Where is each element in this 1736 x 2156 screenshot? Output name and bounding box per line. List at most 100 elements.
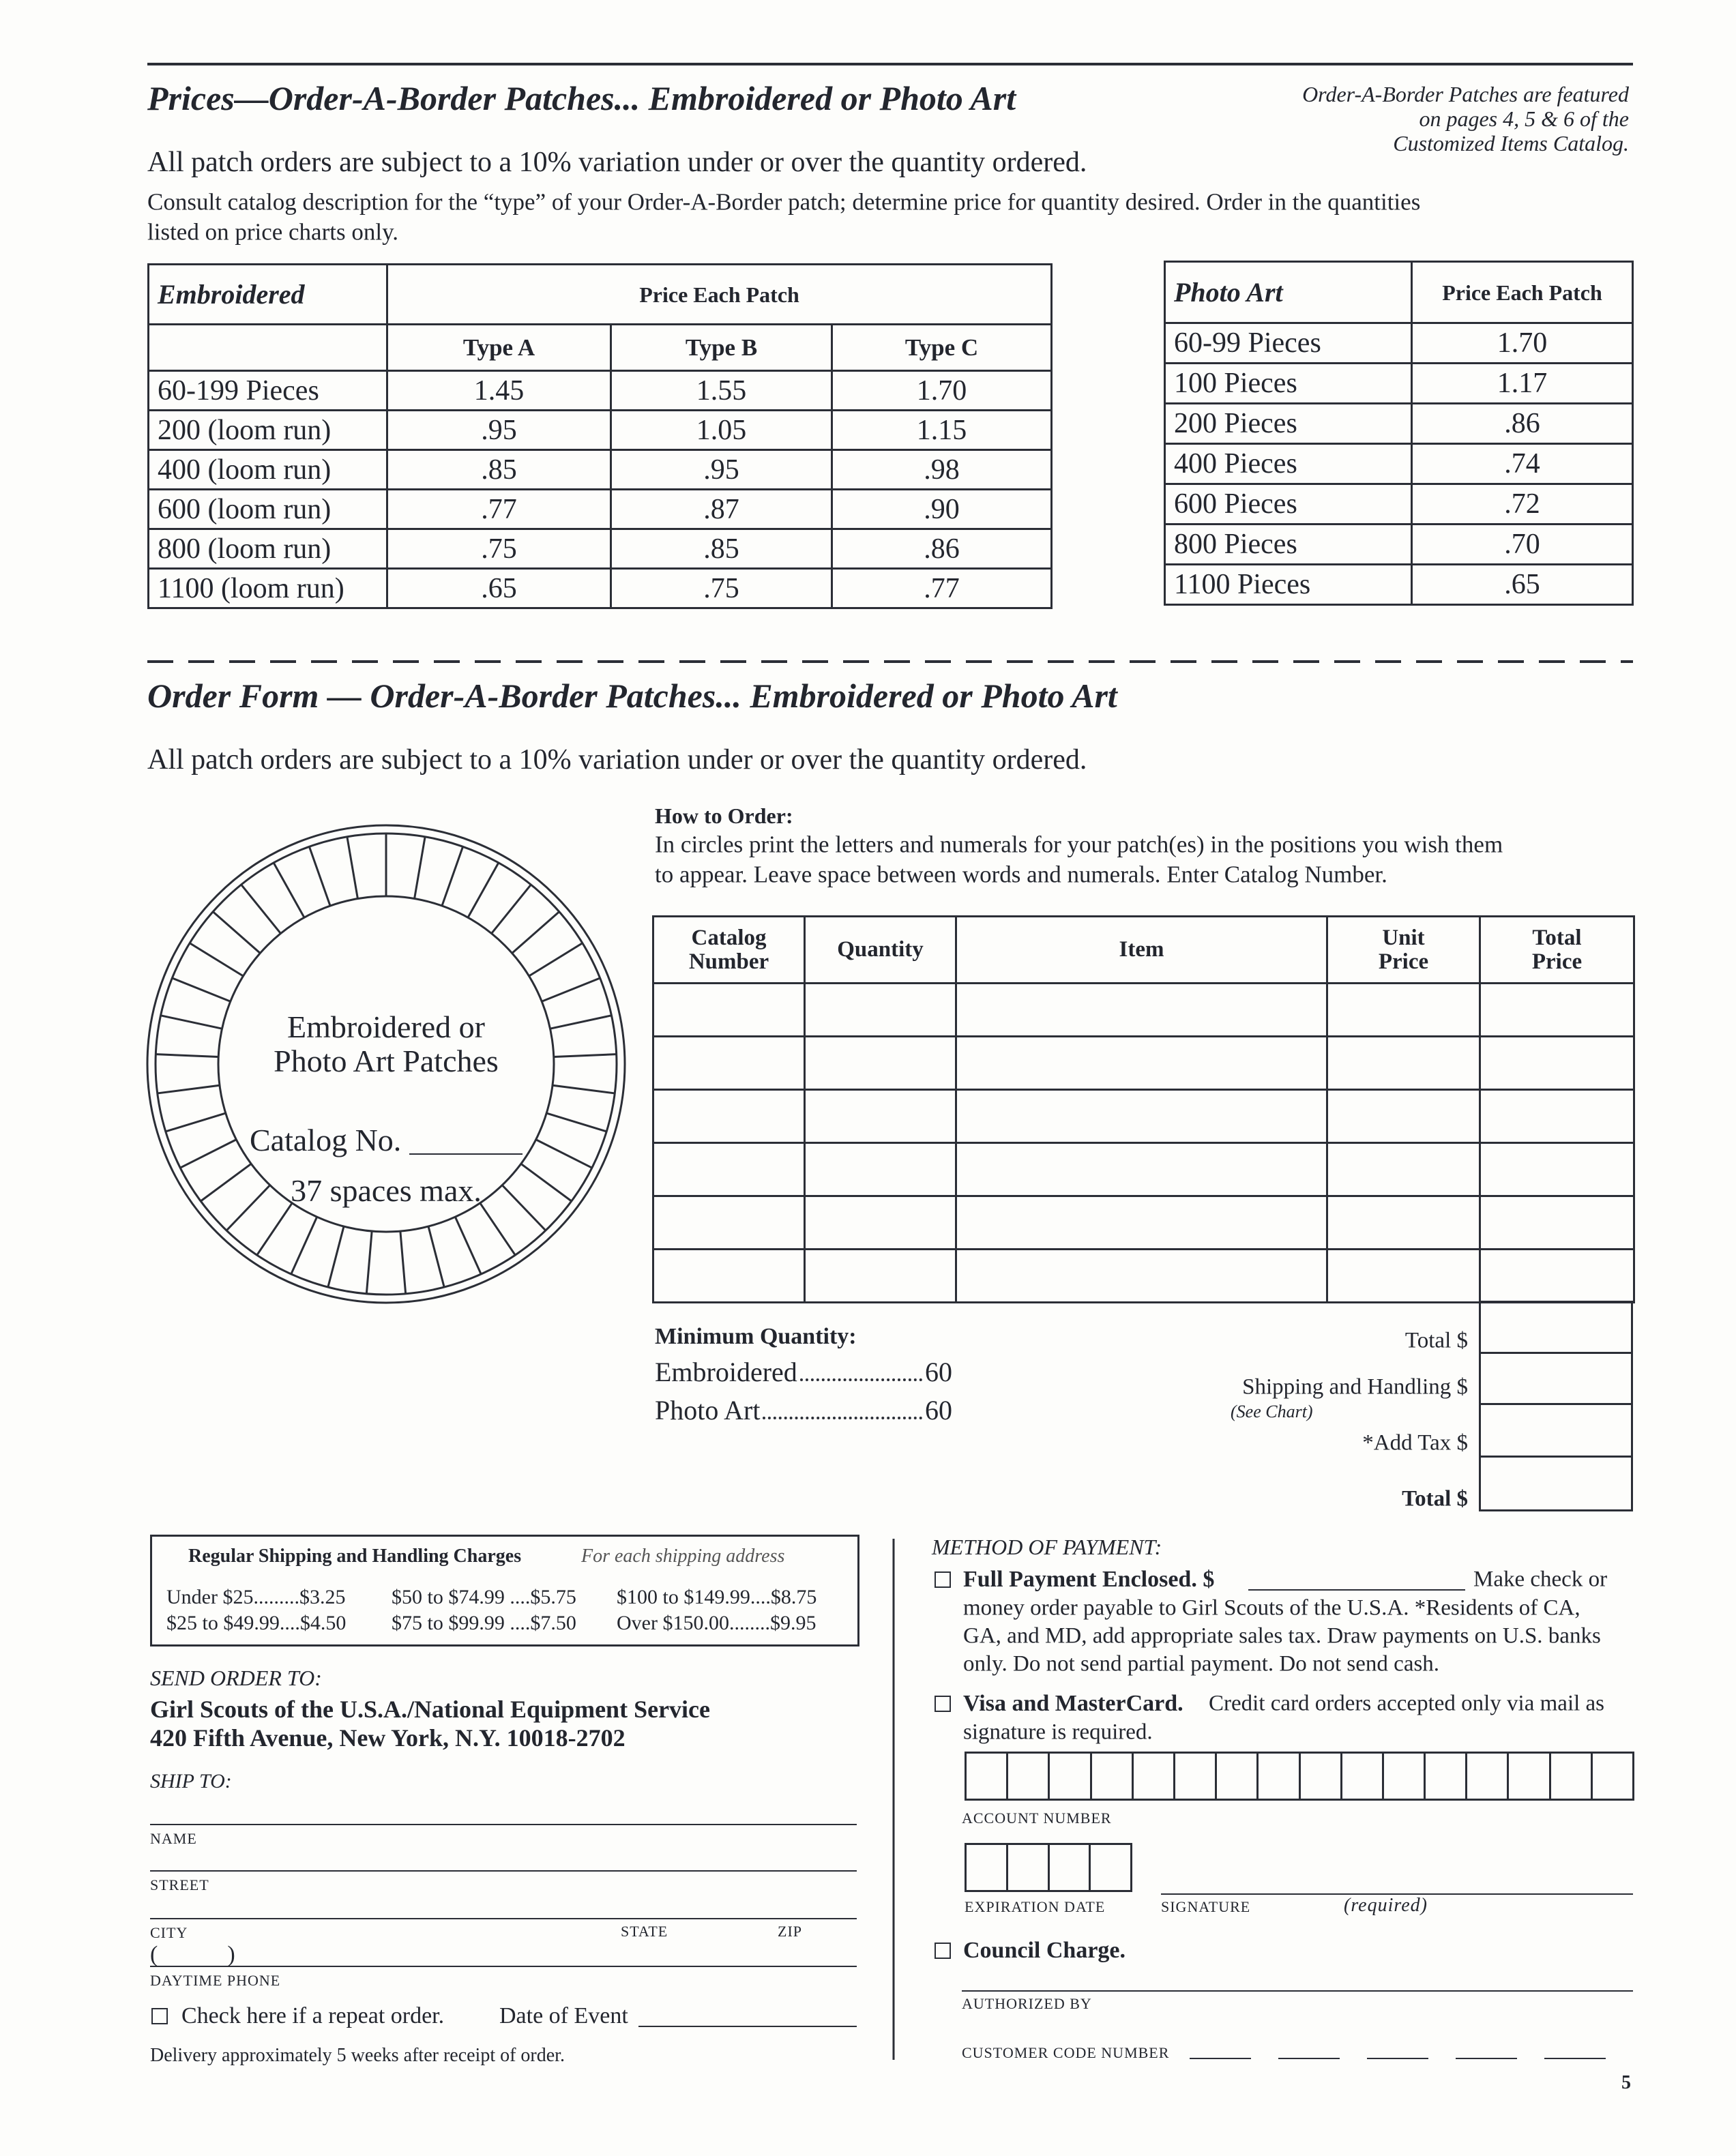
send-heading: SEND ORDER TO: [150, 1666, 322, 1690]
table-row: 400 (loom run) .85.95.98 [147, 449, 1053, 490]
minimum-label: Photo Art [655, 1395, 761, 1426]
digit-box [1131, 1754, 1173, 1799]
table-cell: .90 [830, 488, 1053, 530]
table-cell: .85 [386, 449, 612, 490]
circle-part [552, 1084, 615, 1095]
digit-box [1256, 1754, 1298, 1799]
entry-cell [1479, 982, 1635, 1037]
table-cell: 400 Pieces [1164, 443, 1413, 485]
field-label: ACCOUNT NUMBER [962, 1810, 1112, 1827]
shipping-rate: $75 to $99.99 ....$7.50 [392, 1612, 576, 1634]
payment-heading: METHOD OF PAYMENT: [932, 1535, 1162, 1559]
checkbox [151, 2008, 168, 2024]
total-label: Shipping and Handling $ [1242, 1374, 1468, 1400]
table-row: 60-99 Pieces 1.70 [1164, 322, 1634, 364]
circle-part [467, 862, 500, 918]
table-row: 600 (loom run) .77.87.90 [147, 488, 1053, 530]
entry-cell [1326, 1195, 1481, 1250]
circle-part [160, 1014, 222, 1030]
table-row: 200 (loom run) .95 1.05 1.15 [147, 409, 1053, 451]
column-header: Quantity [804, 915, 957, 984]
table-heading: Embroidered [147, 263, 388, 325]
table-row [652, 982, 1635, 1037]
circle-part [454, 1216, 482, 1275]
variation-note: All patch orders are subject to a 10% va… [147, 147, 1087, 178]
table-cell: 60-99 Pieces [1164, 322, 1413, 364]
entry-cell [955, 1195, 1328, 1250]
field-label: NAME [150, 1830, 197, 1847]
catalog-note: Order-A-Border Patches are featured [1302, 82, 1629, 106]
column-header: Type B [610, 323, 833, 372]
table-cell: 800 Pieces [1164, 523, 1413, 565]
payment-text: money order payable to Girl Scouts of th… [963, 1595, 1580, 1621]
total-box [1479, 1456, 1633, 1511]
shipping-box [150, 1535, 859, 1646]
circle-label: Photo Art Patches [274, 1044, 499, 1078]
circle-part [427, 1226, 445, 1288]
checkbox [935, 1571, 951, 1588]
digit-box [1507, 1754, 1548, 1799]
table-cell: 200 (loom run) [147, 409, 388, 451]
total-box [1479, 1352, 1633, 1405]
table-row: Type A Type B Type C [147, 323, 1053, 372]
digit-box [1089, 1754, 1132, 1799]
entry-cell [1326, 1089, 1481, 1144]
circle-label: Embroidered or [287, 1009, 485, 1044]
entry-cell [652, 1089, 806, 1144]
ship-heading: SHIP TO: [150, 1770, 232, 1792]
table-cell: 600 (loom run) [147, 488, 388, 530]
circle-part [240, 884, 282, 934]
circle-part [553, 1053, 617, 1059]
entry-cell [652, 1195, 806, 1250]
circle-part [327, 1226, 345, 1288]
table-row [652, 1089, 1635, 1144]
circle-part [535, 1138, 593, 1169]
shipping-title: Regular Shipping and Handling Charges [188, 1546, 522, 1567]
table-cell: .85 [610, 528, 833, 570]
payment-option: Visa and MasterCard. [963, 1691, 1183, 1716]
circle-part [413, 836, 426, 899]
expiration-boxes [965, 1843, 1132, 1892]
checkbox [935, 1943, 951, 1959]
column-header: Unit Price [1326, 915, 1481, 984]
total-note: (See Chart) [1231, 1402, 1313, 1421]
digit-box [1590, 1754, 1632, 1799]
entry-cell [955, 1089, 1328, 1144]
digit-box [1298, 1754, 1340, 1799]
payment-text: Credit card orders accepted only via mai… [1209, 1691, 1605, 1716]
shipping-rate: Over $150.00........$9.95 [617, 1612, 816, 1634]
column-header-text: Unit Price [1378, 925, 1429, 974]
entry-cell [652, 1035, 806, 1091]
table-cell: .70 [1411, 523, 1634, 565]
entry-cell [1479, 1248, 1635, 1303]
field-label: DAYTIME PHONE [150, 1972, 281, 1989]
field-line [1161, 1893, 1633, 1895]
phone-format: ( ) [150, 1942, 235, 1967]
digit-box [1381, 1754, 1424, 1799]
table-row: 100 Pieces 1.17 [1164, 362, 1634, 404]
shipping-rate: Under $25.........$3.25 [166, 1586, 346, 1608]
total-box [1479, 1301, 1633, 1354]
entry-cell [955, 1248, 1328, 1303]
how-to-text: to appear. Leave space between words and… [655, 861, 1387, 888]
table-cell: 1.70 [1411, 322, 1634, 364]
required-note: (required) [1344, 1895, 1428, 1916]
circle-part [520, 1163, 572, 1202]
consult-note: Consult catalog description for the “typ… [147, 188, 1421, 216]
digit-box [1215, 1754, 1256, 1799]
circle-part [441, 846, 465, 906]
table-row: 1100 Pieces .65 [1164, 563, 1634, 606]
field-line [150, 1966, 857, 1967]
table-cell: 1100 Pieces [1164, 563, 1413, 606]
consult-note: listed on price charts only. [147, 218, 399, 246]
digit-box [1424, 1754, 1465, 1799]
payment-option: Full Payment Enclosed. $ [963, 1567, 1215, 1592]
top-rule [147, 63, 1633, 65]
table-cell: .65 [1411, 563, 1634, 606]
circle-part [165, 1112, 226, 1133]
table-cell: 200 Pieces [1164, 402, 1413, 445]
table-row: 800 (loom run) .75.85.86 [147, 528, 1053, 570]
table-cell: 1.55 [610, 370, 833, 411]
